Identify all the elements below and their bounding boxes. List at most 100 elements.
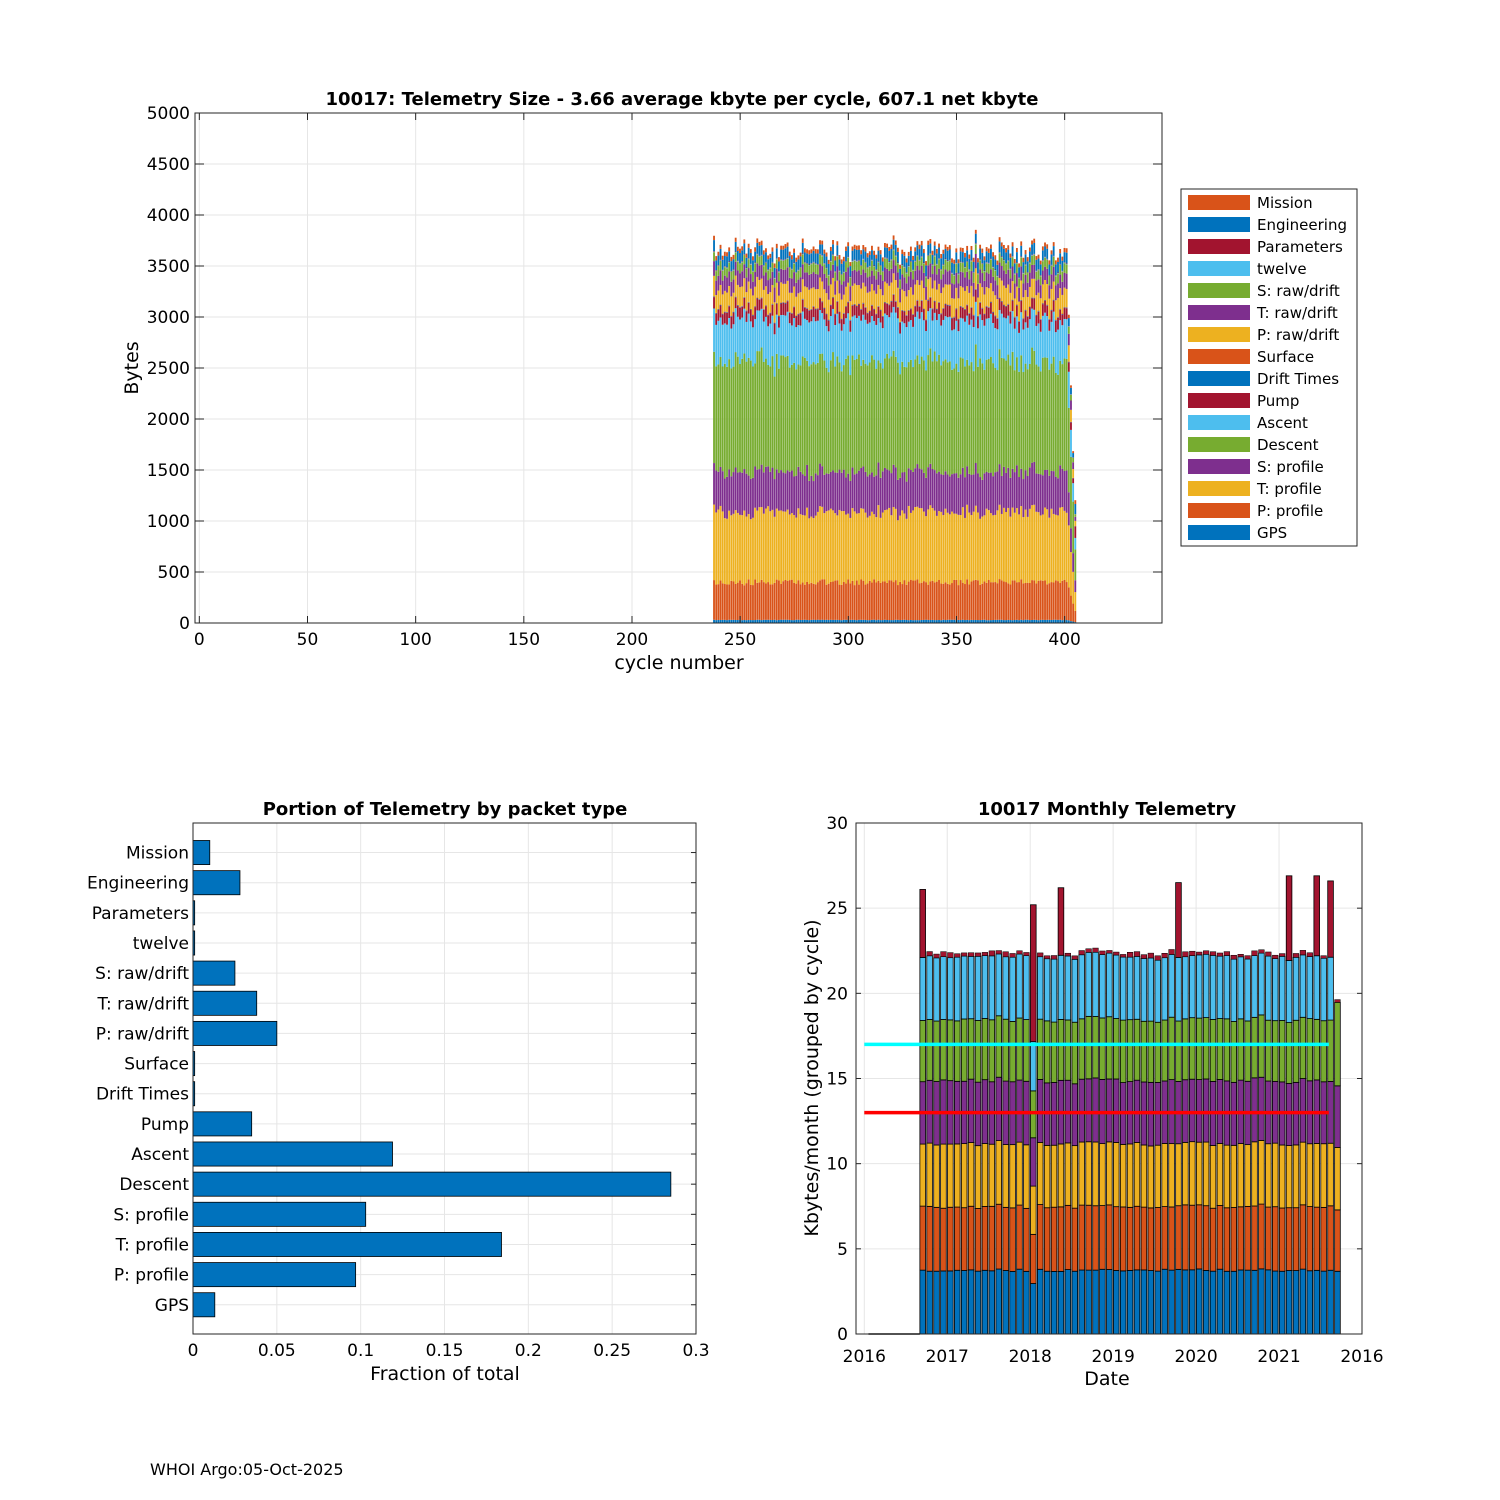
chart1-bar-segment (840, 511, 843, 585)
chart1-bar-segment (968, 279, 971, 293)
chart1-bar-segment (767, 315, 770, 327)
chart1-bar-segment (935, 264, 938, 265)
chart1-bar-segment (847, 513, 850, 580)
chart1-bar-segment (1002, 620, 1005, 623)
chart1-bar-segment (1072, 478, 1075, 484)
chart3-bar-segment (1216, 952, 1224, 957)
chart3-bar-segment (1147, 1270, 1155, 1335)
chart1-bar-segment (847, 256, 850, 258)
chart1-bar-segment (1035, 364, 1038, 474)
chart3-bar-segment (1043, 1020, 1051, 1084)
chart3-bar-segment (1057, 1143, 1065, 1208)
chart1-bar-segment (948, 260, 951, 261)
chart1-bar-segment (1048, 583, 1051, 620)
chart1-bar-segment (877, 619, 880, 623)
chart1-bar-segment (717, 265, 720, 266)
chart1-bar-segment (795, 296, 798, 316)
chart1-bar-segment (879, 265, 882, 267)
chart1-bar-segment (1020, 579, 1023, 620)
chart1-bar-segment (858, 270, 860, 286)
chart1-bar-segment (747, 579, 750, 620)
chart1-bar-segment (1007, 619, 1010, 623)
chart3-bar-segment (1251, 955, 1258, 1018)
chart1-bar-segment (925, 320, 927, 332)
chart1-bar-segment (981, 273, 984, 288)
chart1-bar-segment (983, 294, 986, 314)
chart1-bar-segment (1031, 244, 1033, 255)
chart1-bar-segment (838, 362, 841, 470)
chart1-bar-segment (801, 356, 804, 475)
chart1-bar-segment (1022, 620, 1025, 623)
chart3-bar-segment (1050, 1021, 1058, 1083)
chart1-bar-segment (944, 284, 947, 304)
chart1-bar-segment (778, 281, 780, 296)
chart1-bar-segment (1018, 321, 1020, 333)
chart1-bar-segment (1020, 300, 1023, 313)
chart1-bar-segment (920, 299, 923, 301)
chart3-bar-segment (1168, 1016, 1175, 1081)
chart3-bar-segment (960, 1018, 968, 1082)
chart1-bar-segment (951, 273, 953, 284)
chart1-bar-segment (909, 470, 912, 513)
chart1-bar-segment (1005, 264, 1007, 274)
chart1-bar-segment (1031, 298, 1033, 309)
chart1-bar-segment (1072, 453, 1075, 458)
chart1-bar-segment (933, 470, 936, 511)
chart1-bar-segment (998, 619, 1001, 623)
chart1-bar-segment (793, 514, 795, 583)
chart1-bar-segment (994, 514, 997, 583)
chart1-bar-segment (810, 264, 813, 274)
chart1-bar-segment (743, 353, 746, 470)
chart1-bar-segment (903, 311, 906, 324)
chart1-bar-segment (814, 515, 817, 585)
chart1-bar-segment (1054, 320, 1057, 333)
chart1-bar-segment (749, 288, 752, 309)
chart1-bar-segment (1052, 300, 1055, 312)
chart1-bar-segment (992, 582, 995, 621)
chart1-bar-segment (832, 619, 834, 623)
chart1-bar-segment (1065, 308, 1068, 320)
chart1-bar-segment (771, 620, 774, 623)
chart1-bar-segment (905, 262, 908, 273)
chart1-bar-segment (1026, 257, 1029, 262)
chart1-bar-segment (769, 292, 772, 313)
chart1-bar-segment (873, 359, 876, 477)
chart1-bar-segment (944, 259, 947, 260)
chart1-bar-segment (803, 357, 806, 477)
chart1-bar-segment (739, 319, 741, 364)
chart1-bar-segment (873, 476, 876, 515)
chart1-bar-segment (730, 316, 733, 317)
chart1-bar-segment (834, 260, 837, 272)
chart1-bar-segment (853, 304, 856, 316)
chart1-bar-segment (836, 266, 839, 281)
chart1-bar-segment (1061, 271, 1064, 272)
chart1-bar-segment (901, 264, 904, 266)
chart3-bar-segment (1189, 955, 1196, 1019)
chart1-bar-segment (842, 324, 845, 366)
chart1-bar-segment (827, 275, 830, 286)
chart1-bar-segment (747, 357, 750, 476)
chart1-bar-segment (912, 367, 914, 472)
chart1-bar-segment (881, 257, 884, 262)
chart1-bar-segment (1039, 319, 1042, 332)
chart1-bar-segment (871, 250, 873, 260)
chart1-bar-segment (951, 298, 953, 318)
chart1-bar-segment (892, 294, 895, 307)
chart1-bar-segment (858, 303, 860, 304)
chart1-bar-segment (1061, 314, 1064, 315)
chart1-bar-segment (758, 351, 761, 470)
chart2-xtick-label: 0 (188, 1341, 199, 1361)
chart1-bar-segment (821, 619, 824, 623)
chart3-bar-segment (1216, 955, 1224, 1019)
chart1-bar-segment (948, 584, 951, 620)
chart3-bar-segment (1099, 1143, 1106, 1206)
chart1-bar-segment (1044, 507, 1046, 581)
chart1-bar-segment (886, 303, 889, 316)
chart1-bar-segment (905, 273, 908, 284)
chart1-bar-segment (1046, 258, 1049, 260)
chart3-bar-segment (1113, 1018, 1120, 1080)
chart1-bar-segment (1026, 271, 1029, 273)
chart1-bar-segment (812, 306, 815, 318)
chart1-bar-segment (1041, 246, 1044, 251)
chart3-bar-segment (1078, 1018, 1085, 1080)
